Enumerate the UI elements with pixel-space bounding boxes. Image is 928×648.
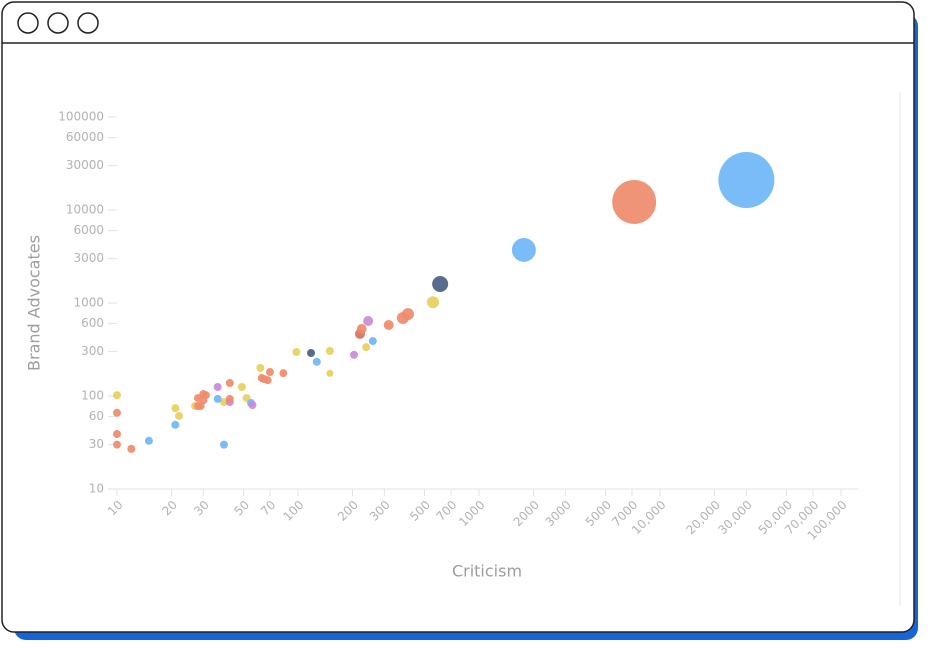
window-button[interactable] (47, 12, 69, 34)
bubble (213, 394, 222, 403)
window-button[interactable] (17, 12, 39, 34)
bubble (612, 179, 657, 224)
y-tick-label: 10 (89, 482, 104, 496)
bubble (127, 444, 136, 453)
y-tick-label: 600 (81, 316, 104, 330)
bubble (718, 152, 775, 209)
bubble (426, 296, 439, 309)
y-tick-label: 60 (89, 409, 104, 423)
bubble (363, 316, 374, 327)
bubble (432, 276, 449, 293)
y-tick-label: 60000 (66, 130, 104, 144)
bubble (368, 337, 377, 346)
bubble (292, 348, 301, 357)
bubble (113, 408, 121, 417)
bubble (113, 440, 121, 449)
window-button[interactable] (77, 12, 99, 34)
bubble (383, 320, 394, 331)
bubble (225, 378, 234, 387)
bubble (174, 411, 183, 420)
y-tick-label: 10000 (66, 203, 104, 217)
y-tick-label: 100 (81, 389, 104, 403)
bubble (511, 237, 536, 262)
bubble (201, 391, 210, 400)
bubble (362, 343, 371, 352)
y-tick-label: 100000 (58, 110, 104, 124)
bubble (263, 376, 272, 385)
bubble (113, 391, 121, 400)
bubble (350, 350, 359, 359)
bubble (219, 440, 228, 449)
bubble (144, 436, 153, 445)
bubble (248, 401, 257, 410)
bubble (237, 382, 246, 391)
y-tick-label: 6000 (73, 223, 104, 237)
y-tick-label: 30000 (66, 158, 104, 172)
bubble (113, 430, 121, 439)
bubble (265, 368, 274, 377)
bubble (279, 369, 288, 378)
bubble (256, 364, 265, 373)
y-tick-label: 1000 (73, 296, 104, 310)
y-tick-label: 30 (89, 437, 104, 451)
bubble (312, 357, 321, 366)
y-axis-title: Brand Advocates (25, 235, 44, 371)
bubble (225, 394, 234, 403)
bubble (307, 348, 316, 357)
bubble (171, 404, 180, 413)
x-axis-title: Criticism (452, 562, 522, 581)
bubble (401, 308, 414, 321)
bubble (326, 369, 334, 377)
window-frame (1, 1, 915, 633)
bubble (171, 420, 180, 429)
y-tick-label: 3000 (73, 251, 104, 265)
y-tick-label: 300 (81, 344, 104, 358)
bubble (325, 346, 334, 355)
bubble (213, 382, 222, 391)
bubble (356, 324, 367, 335)
